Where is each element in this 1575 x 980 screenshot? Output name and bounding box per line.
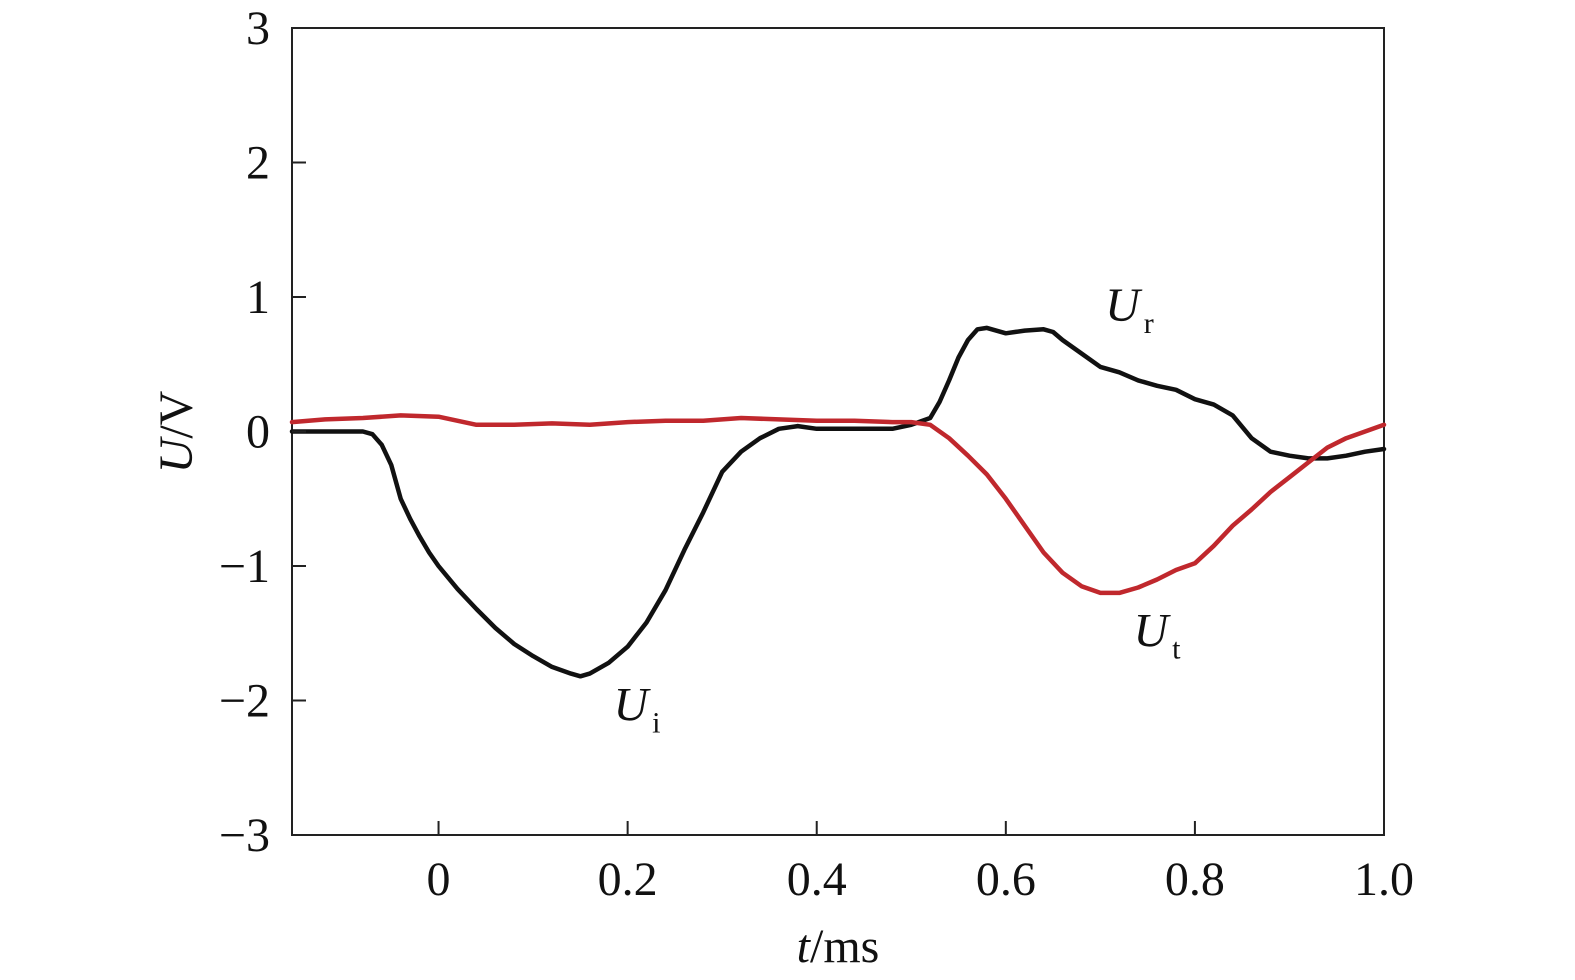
series-layer [289,325,1387,679]
y-axis-title: U/V [150,390,203,473]
y-tick-label: −2 [219,675,270,728]
x-tick-label: 0 [427,853,451,906]
y-tick-label: 0 [246,406,270,459]
y-tick-label: −3 [219,809,270,862]
x-tick-label: 0.4 [787,853,847,906]
plot-area [291,27,1385,836]
y-tick-label: 3 [246,2,270,55]
x-tick-label: 0.6 [976,853,1036,906]
y-tick-label: 1 [246,271,270,324]
series-line-ui [289,423,801,679]
x-tick-label: 1.0 [1354,853,1414,906]
y-axis-ticks: −3 −2 −1 0 1 2 3 [219,2,306,862]
plot-frame [291,27,1385,836]
x-axis-ticks: 0 0.2 0.4 0.6 0.8 1.0 [427,821,1414,906]
x-tick-label: 0.2 [598,853,658,906]
y-tick-label: 2 [246,137,270,190]
y-tick-label: −1 [219,540,270,593]
x-axis-title: t/ms [797,920,880,973]
series-line-ur [795,325,1387,461]
series-line-ut [289,413,1387,596]
x-tick-label: 0.8 [1165,853,1225,906]
